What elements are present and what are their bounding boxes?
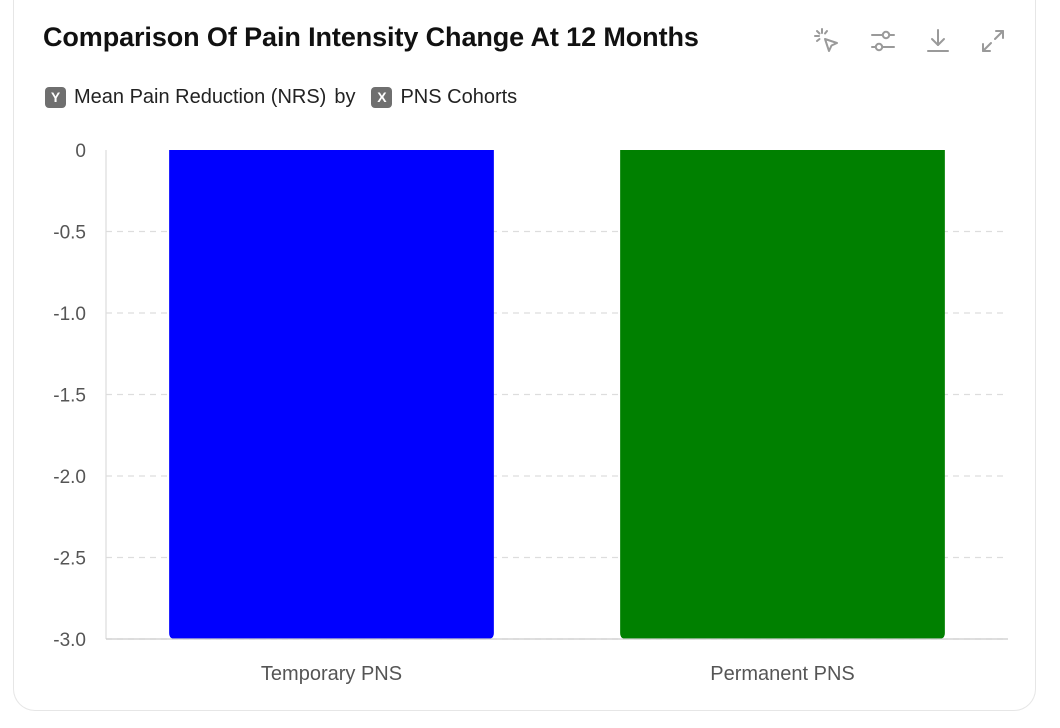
- bar: [620, 150, 945, 639]
- cursor-click-icon[interactable]: [810, 24, 844, 58]
- x-field-label: PNS Cohorts: [400, 85, 518, 108]
- download-icon[interactable]: [921, 24, 955, 58]
- y-tick-label: -2.5: [53, 549, 86, 570]
- by-label: by: [334, 85, 356, 108]
- y-tick-label: -1.5: [53, 386, 86, 407]
- y-axis-badge: Y: [45, 86, 66, 108]
- x-tick-label: Temporary PNS: [261, 663, 402, 685]
- chart-toolbar: [810, 24, 1010, 58]
- x-tick-label: Permanent PNS: [710, 663, 855, 685]
- chart-subtitle: Y Mean Pain Reduction (NRS) by X PNS Coh…: [45, 84, 517, 110]
- y-tick-label: -1.0: [53, 304, 86, 325]
- bar: [169, 150, 494, 639]
- expand-icon[interactable]: [976, 24, 1010, 58]
- y-tick-label: -0.5: [53, 223, 86, 244]
- sliders-icon[interactable]: [866, 24, 900, 58]
- y-field-label: Mean Pain Reduction (NRS): [74, 85, 327, 108]
- y-tick-label: -3.0: [53, 630, 86, 651]
- y-tick-label: -2.0: [53, 467, 86, 488]
- x-axis-badge: X: [371, 86, 393, 108]
- chart-title: Comparison Of Pain Intensity Change At 1…: [43, 22, 699, 52]
- y-tick-label: 0: [75, 141, 86, 162]
